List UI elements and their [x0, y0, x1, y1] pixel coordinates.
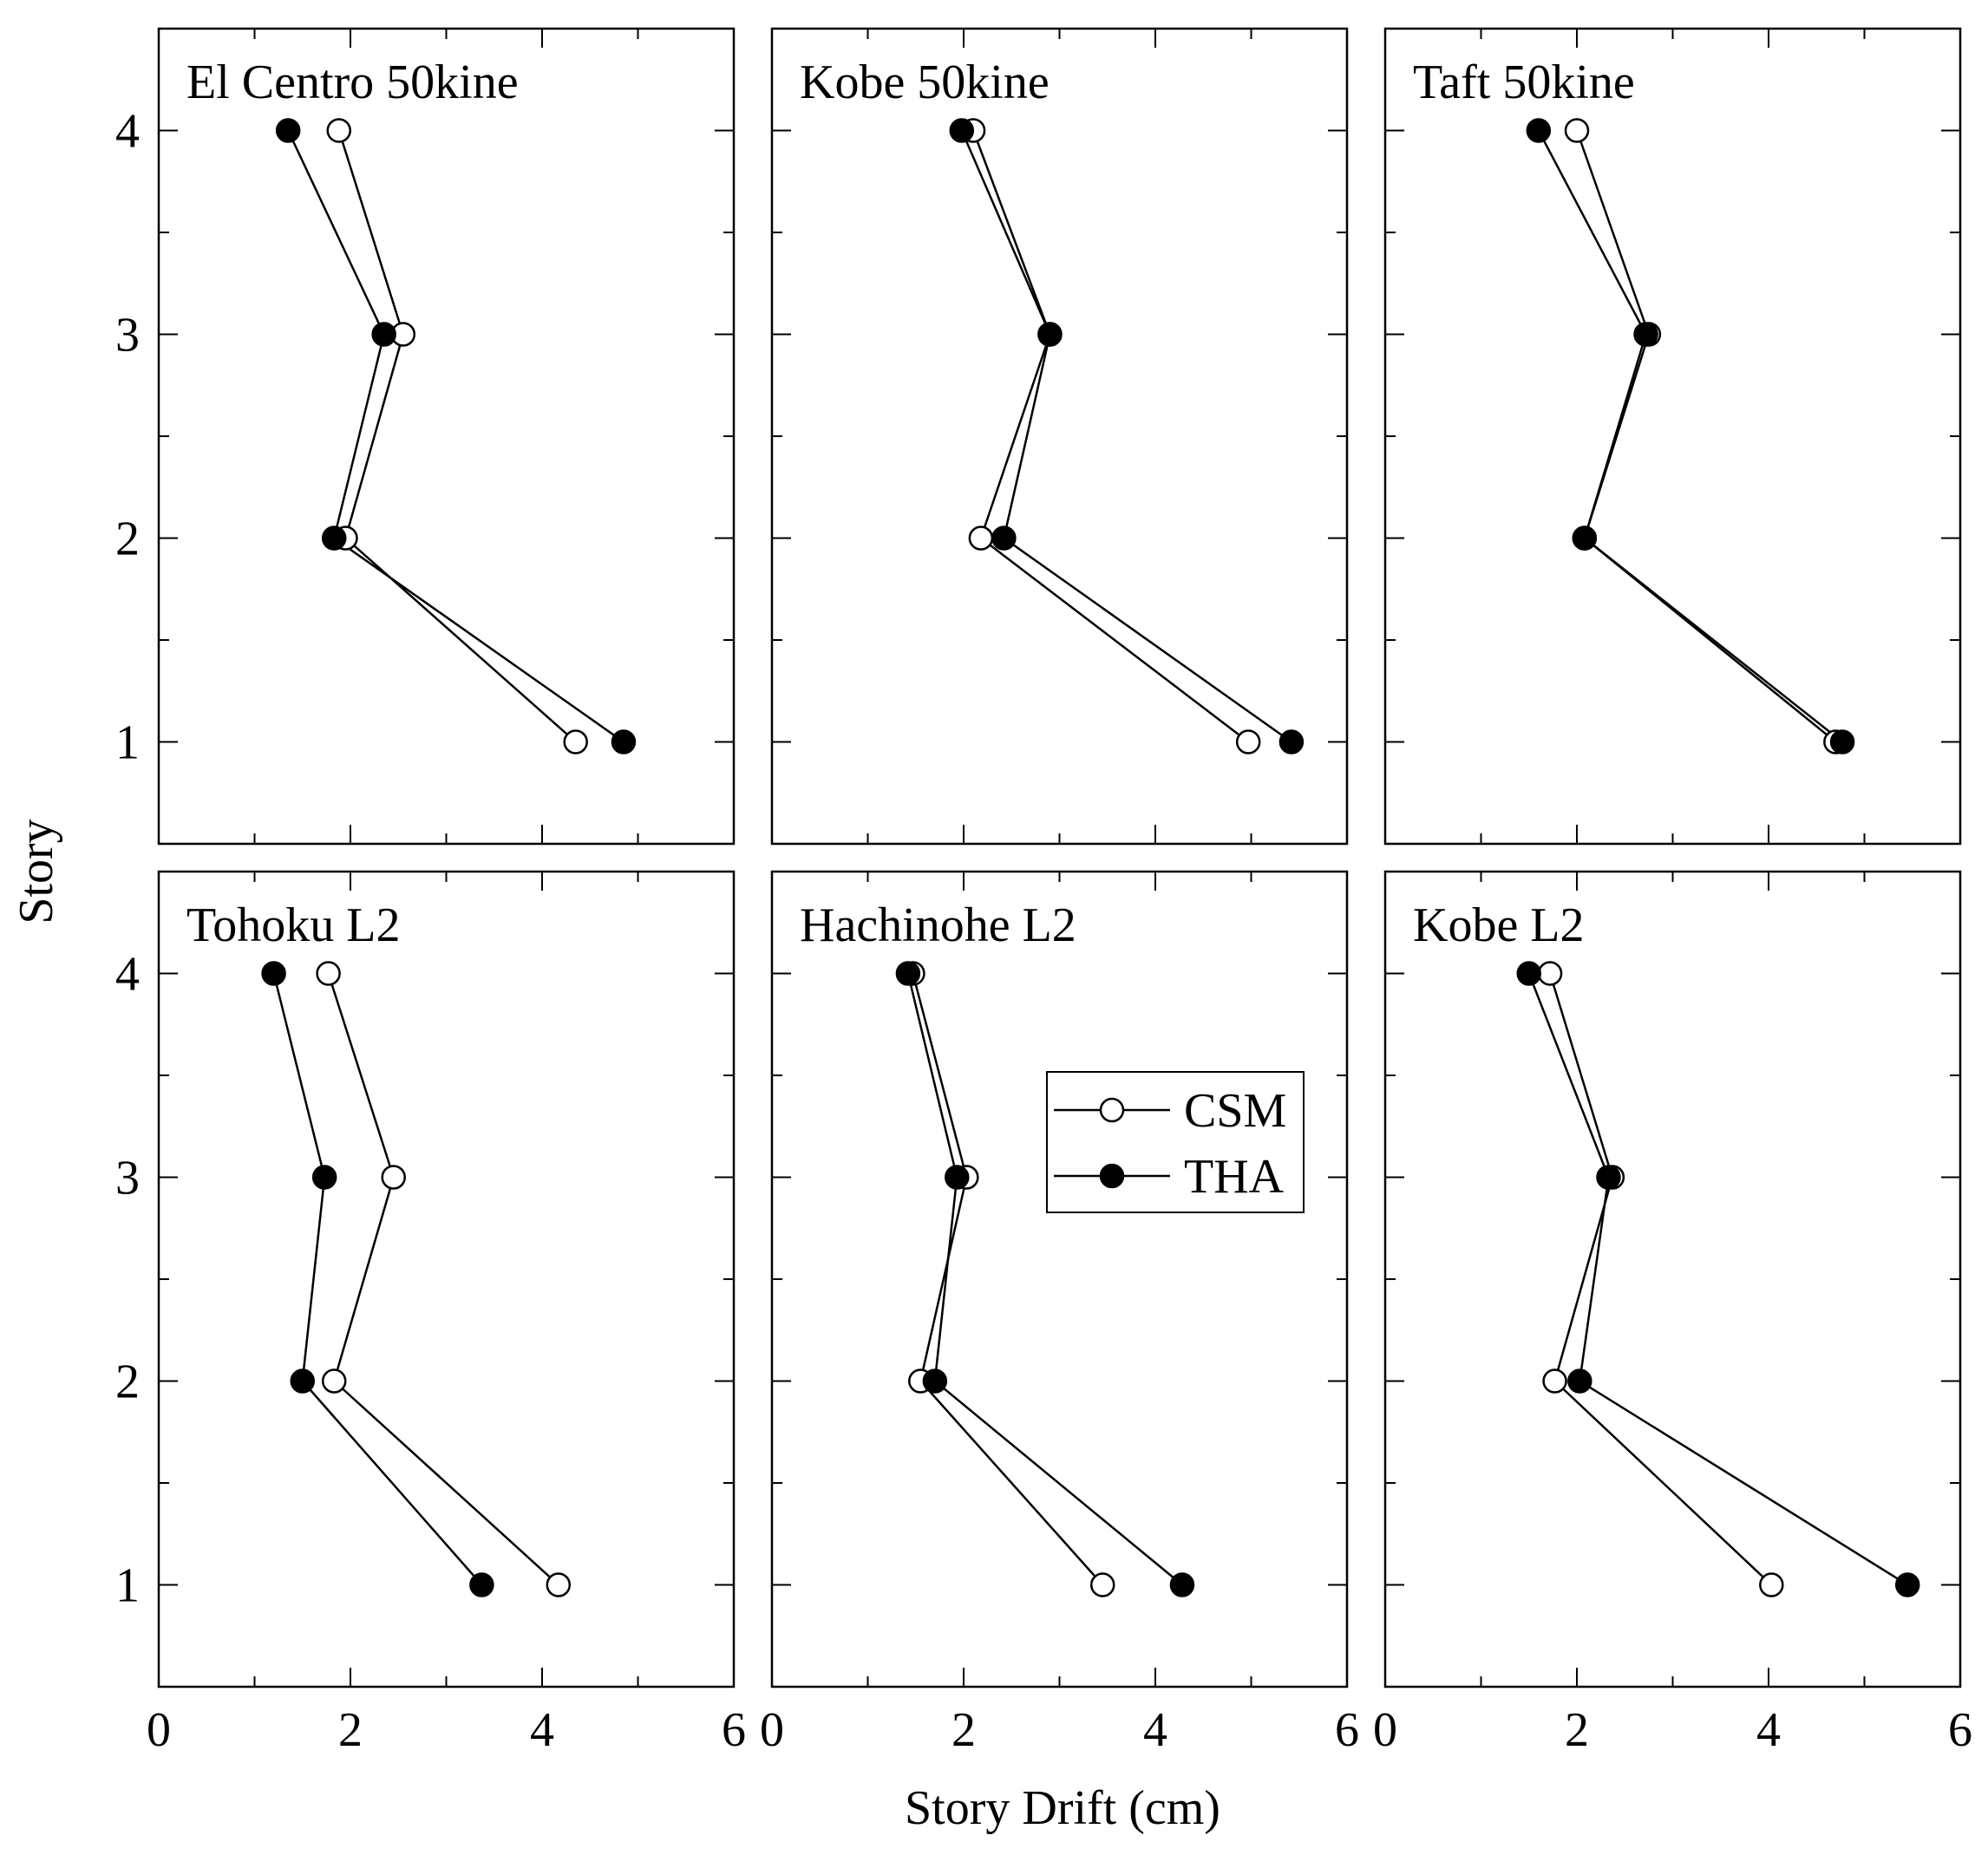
- panel-title: Tohoku L2: [186, 898, 401, 952]
- data-point-tha: [1829, 729, 1855, 754]
- data-point-csm: [1542, 1368, 1567, 1394]
- data-point-tha: [1278, 729, 1305, 754]
- x-tick-label: 4: [1143, 1703, 1167, 1757]
- data-point-tha: [945, 1165, 970, 1190]
- plot-frame: [770, 27, 1349, 846]
- data-point-tha: [922, 1368, 948, 1394]
- data-point-tha: [1572, 526, 1598, 551]
- panel-5: 0 2 4 6 Hachinohe L2 CSM THA: [760, 870, 1359, 1757]
- plot-frame: [770, 870, 1349, 1688]
- plot-frame: [157, 870, 736, 1688]
- x-axis-title: Story Drift (cm): [905, 1781, 1220, 1835]
- data-point-tha: [371, 322, 396, 347]
- panel-title: El Centro 50kine: [186, 56, 519, 109]
- data-point-tha: [1516, 961, 1541, 986]
- panel-1: 1 2 3 4 El Centro 50kine: [115, 27, 736, 846]
- series-line-csm: [337, 130, 577, 743]
- plot-frame: [1383, 27, 1962, 846]
- data-point-tha: [469, 1572, 494, 1597]
- panel-2: Kobe 50kine: [770, 27, 1349, 846]
- x-tick-label: 2: [951, 1703, 976, 1757]
- data-point-tha: [1633, 322, 1658, 347]
- series-line-csm: [1548, 973, 1773, 1586]
- panel-title: Kobe 50kine: [800, 56, 1050, 109]
- data-point-csm: [1759, 1572, 1784, 1597]
- data-point-tha: [1526, 118, 1552, 143]
- data-point-tha: [261, 961, 286, 986]
- panel-3: Taft 50kine: [1383, 27, 1962, 846]
- series-line-csm: [971, 130, 1249, 743]
- series-line-tha: [272, 973, 483, 1586]
- panel-4: 1 2 3 4 0 2 4 6 Tohoku L2: [115, 870, 746, 1757]
- y-tick-label: 2: [115, 1355, 140, 1409]
- x-tick-label: 6: [1948, 1703, 1972, 1757]
- data-point-csm: [546, 1572, 572, 1597]
- legend-box: [1046, 1071, 1305, 1213]
- y-axis-title: Story: [10, 819, 63, 924]
- data-point-csm: [563, 729, 588, 754]
- legend-marker: [1099, 1163, 1125, 1189]
- data-point-tha: [275, 118, 301, 143]
- data-point-csm: [321, 1368, 347, 1394]
- data-point-tha: [611, 729, 637, 754]
- x-tick-label: 4: [1756, 1703, 1781, 1757]
- data-point-tha: [1596, 1165, 1621, 1190]
- data-point-tha: [321, 526, 347, 551]
- legend-label: CSM: [1184, 1084, 1286, 1138]
- series-line-csm: [327, 973, 559, 1586]
- y-tick-label: 1: [115, 1559, 140, 1613]
- panels: 1 2 3 4 El Centro 50kine Kobe 50kine Taft 50ki…: [115, 27, 1972, 1757]
- data-point-csm: [1537, 961, 1563, 986]
- x-tick-label: 0: [147, 1703, 171, 1757]
- data-point-csm: [968, 526, 994, 551]
- series-line-tha: [1527, 973, 1908, 1586]
- legend: CSM THA: [1046, 1071, 1305, 1213]
- plot-frame: [157, 27, 736, 846]
- y-tick-label: 3: [115, 1152, 140, 1205]
- y-tick-label: 4: [115, 948, 140, 1002]
- series-line-csm: [912, 973, 1104, 1586]
- x-tick-label: 0: [1373, 1703, 1397, 1757]
- series-line-tha: [960, 130, 1292, 743]
- legend-label: THA: [1184, 1150, 1285, 1204]
- panel-title: Taft 50kine: [1413, 56, 1635, 109]
- data-point-tha: [311, 1165, 337, 1190]
- data-point-csm: [1089, 1572, 1115, 1597]
- panel-title: Hachinohe L2: [800, 898, 1076, 952]
- data-point-csm: [316, 961, 341, 986]
- data-point-csm: [1235, 729, 1261, 754]
- data-point-tha: [1567, 1368, 1592, 1394]
- data-point-csm: [1564, 118, 1590, 143]
- y-tick-label: 4: [115, 105, 140, 159]
- series-line-tha: [287, 129, 625, 743]
- data-point-tha: [1037, 322, 1063, 347]
- panel-title: Kobe L2: [1413, 898, 1585, 952]
- data-point-tha: [290, 1368, 315, 1394]
- plot-frame: [1383, 870, 1962, 1688]
- x-tick-label: 4: [530, 1703, 554, 1757]
- legend-marker: [1099, 1097, 1125, 1123]
- y-tick-label: 1: [115, 716, 140, 770]
- data-point-csm: [326, 118, 351, 143]
- data-point-tha: [895, 961, 921, 986]
- data-point-csm: [381, 1165, 406, 1190]
- x-tick-label: 6: [722, 1703, 746, 1757]
- y-tick-label: 3: [115, 309, 140, 363]
- series-line-tha: [906, 973, 1183, 1586]
- y-tick-label: 2: [115, 513, 140, 566]
- data-point-tha: [949, 118, 975, 143]
- x-tick-label: 2: [1565, 1703, 1589, 1757]
- x-tick-label: 2: [338, 1703, 363, 1757]
- series-line-tha: [1537, 129, 1843, 743]
- data-point-tha: [1894, 1572, 1920, 1597]
- data-point-tha: [1169, 1572, 1195, 1597]
- series-line-csm: [1575, 130, 1837, 743]
- panel-6: 0 2 4 6 Kobe L2: [1373, 870, 1972, 1757]
- data-point-tha: [991, 526, 1017, 551]
- x-tick-label: 6: [1335, 1703, 1359, 1757]
- x-tick-label: 0: [760, 1703, 784, 1757]
